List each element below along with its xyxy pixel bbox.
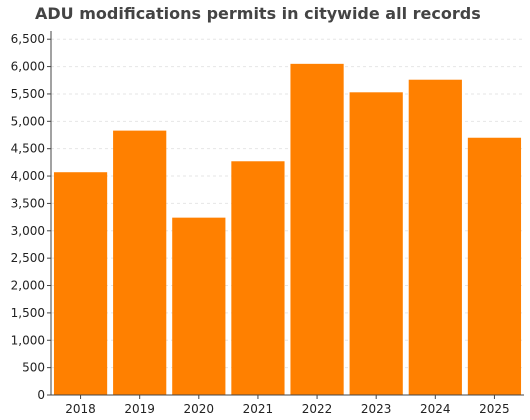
bar-2024	[408, 79, 462, 395]
y-tick-label: 6,000	[11, 60, 45, 74]
y-tick-label: 2,000	[11, 279, 45, 293]
y-tick-label: 5,000	[11, 114, 45, 128]
y-tick-label: 500	[22, 361, 45, 375]
bar-2020	[172, 217, 226, 395]
x-tick-label: 2021	[243, 402, 274, 416]
x-tick-label: 2025	[479, 402, 510, 416]
y-tick-label: 5,500	[11, 87, 45, 101]
bar-2023	[349, 92, 403, 395]
bar-2022	[290, 63, 344, 396]
y-tick-label: 1,000	[11, 333, 45, 347]
x-tick-label: 2023	[361, 402, 392, 416]
axes	[47, 31, 524, 399]
y-tick-label: 4,000	[11, 169, 45, 183]
x-tick-label: 2019	[124, 402, 155, 416]
y-tick-label: 4,500	[11, 142, 45, 156]
x-tick-labels: 2018 2019 2020 2021 2022 2023 2024 2025	[65, 402, 509, 416]
y-tick-label: 0	[37, 388, 45, 402]
bar-2025	[467, 137, 522, 395]
chart-title: ADU modifications permits in citywide al…	[35, 4, 481, 23]
y-tick-label: 6,500	[11, 32, 45, 46]
bar-2019	[113, 130, 167, 396]
y-tick-label: 3,500	[11, 196, 45, 210]
y-tick-label: 1,500	[11, 306, 45, 320]
x-tick-label: 2022	[302, 402, 333, 416]
y-tick-label: 2,500	[11, 251, 45, 265]
bar-2018	[53, 172, 108, 395]
bars	[53, 63, 522, 396]
y-tick-labels: 0 500 1,000 1,500 2,000 2,500 3,000 3,500 4,000 4…	[11, 32, 45, 402]
x-tick-label: 2018	[65, 402, 96, 416]
y-tick-label: 3,000	[11, 224, 45, 238]
x-tick-label: 2020	[184, 402, 215, 416]
bar-2021	[231, 161, 285, 395]
x-tick-label: 2024	[420, 402, 451, 416]
